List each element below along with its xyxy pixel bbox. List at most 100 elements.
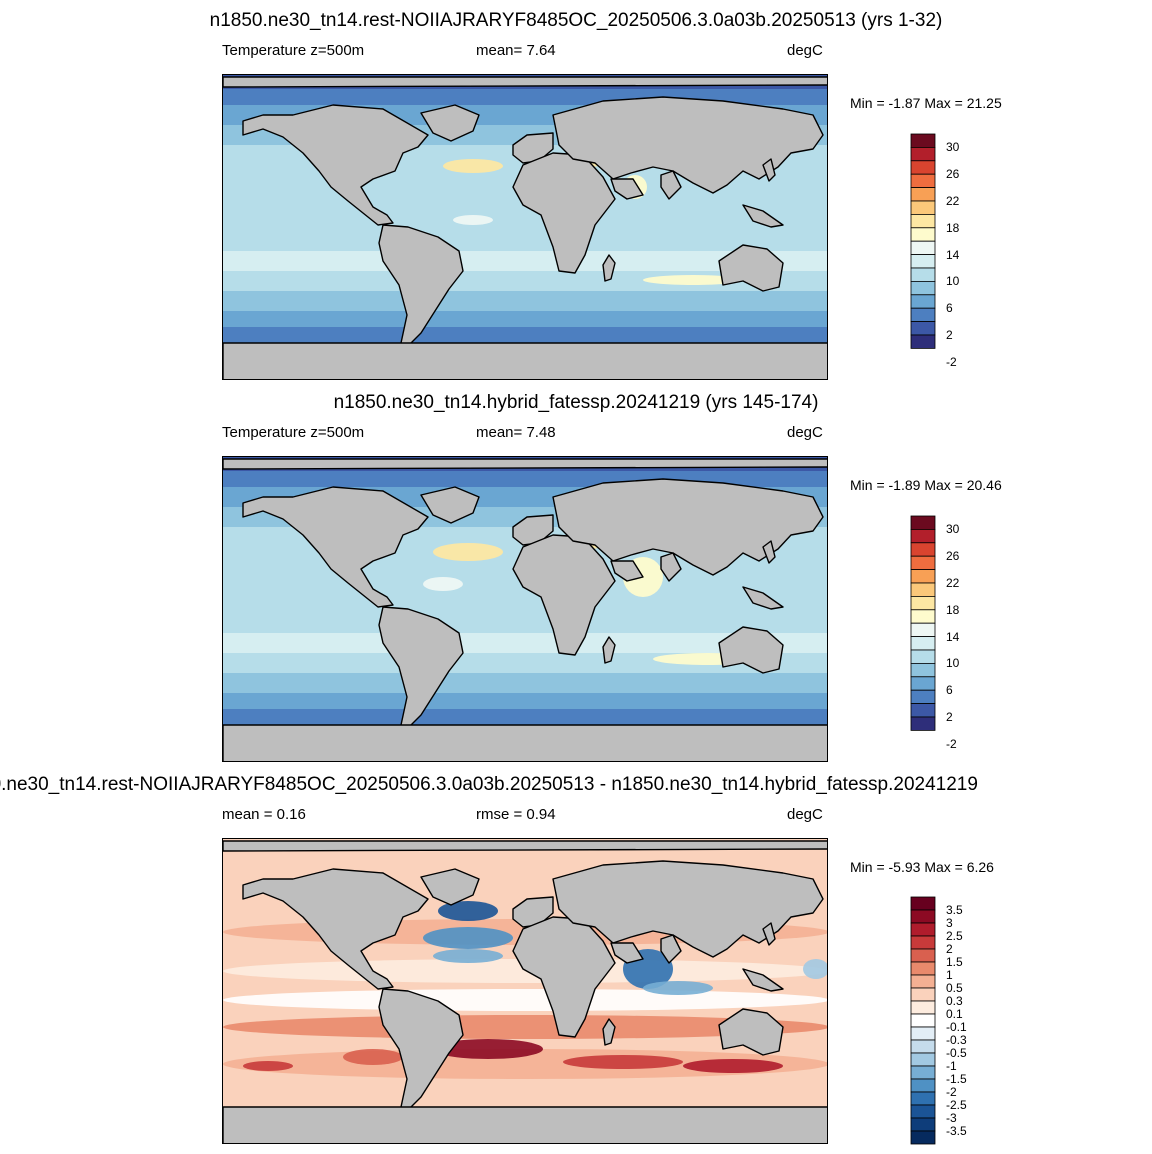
land-mass bbox=[420, 486, 480, 524]
colorbar-box bbox=[910, 1052, 936, 1067]
colorbar-tick-label: 18 bbox=[946, 220, 960, 235]
land-mass bbox=[610, 942, 644, 964]
colorbar-box bbox=[910, 609, 936, 624]
land-mass bbox=[242, 486, 429, 608]
land-mass bbox=[223, 458, 827, 470]
colorbar-box bbox=[910, 582, 936, 597]
colorbar-box bbox=[910, 716, 936, 731]
min-max-label: Min = -1.89 Max = 20.46 bbox=[850, 477, 1002, 493]
colorbar-tick-label: -0.5 bbox=[946, 1046, 967, 1060]
land-mass bbox=[742, 586, 784, 610]
mean-label: mean = 0.16 bbox=[222, 806, 306, 823]
anomaly-patch bbox=[563, 1055, 683, 1069]
colorbar-box bbox=[910, 961, 936, 976]
land-mass bbox=[602, 1018, 616, 1046]
anomaly-patch bbox=[433, 949, 503, 963]
colorbar-box bbox=[910, 676, 936, 691]
anomaly-patch bbox=[223, 989, 827, 1011]
land-mass bbox=[242, 104, 429, 226]
colorbar-tick-label: 30 bbox=[946, 522, 960, 537]
colorbar-box bbox=[910, 542, 936, 557]
land-mass bbox=[552, 478, 824, 576]
temperature-map bbox=[222, 456, 828, 762]
colorbar-box bbox=[910, 974, 936, 989]
land-mass bbox=[378, 224, 464, 348]
colorbar-box bbox=[910, 1091, 936, 1106]
colorbar-box bbox=[910, 987, 936, 1002]
land-mass bbox=[223, 76, 827, 88]
colorbar: 30 26 22 18 14 10 6 2 -2 bbox=[910, 515, 959, 751]
sea-band bbox=[223, 709, 827, 725]
colorbar-box bbox=[910, 214, 936, 229]
warm-patch bbox=[643, 275, 743, 285]
colorbar-tick-label: -3.5 bbox=[946, 1124, 967, 1138]
land-mass bbox=[610, 178, 644, 200]
colorbar-box bbox=[910, 133, 936, 148]
warm-patch bbox=[453, 215, 493, 225]
colorbar-tick-label: 0.1 bbox=[946, 1007, 963, 1021]
sea-band bbox=[223, 327, 827, 343]
colorbar-tick-label: 26 bbox=[946, 549, 960, 564]
colorbar-box bbox=[910, 200, 936, 215]
land-mass bbox=[718, 244, 784, 292]
variable-label: Temperature z=500m bbox=[222, 424, 365, 441]
difference-map bbox=[222, 838, 828, 1144]
colorbar-box bbox=[910, 1000, 936, 1015]
colorbar-tick-label: -0.3 bbox=[946, 1033, 967, 1047]
panel-title: n1850.ne30_tn14.rest-NOIIAJRARYF8485OC_2… bbox=[209, 10, 943, 31]
colorbar-box bbox=[910, 622, 936, 637]
land-mass bbox=[242, 868, 429, 990]
unit-label: degC bbox=[787, 42, 823, 59]
land-mass bbox=[610, 560, 644, 582]
sea-band bbox=[223, 251, 827, 271]
colorbar-box bbox=[910, 1039, 936, 1054]
land-mass bbox=[223, 840, 827, 852]
colorbar-box bbox=[910, 935, 936, 950]
land-mass bbox=[420, 104, 480, 142]
colorbar-tick-label: 1.5 bbox=[946, 955, 963, 969]
colorbar-box bbox=[910, 267, 936, 282]
colorbar-box bbox=[910, 569, 936, 584]
colorbar-box bbox=[910, 160, 936, 175]
colorbar-tick-label: -0.1 bbox=[946, 1020, 967, 1034]
land-mass bbox=[718, 1008, 784, 1056]
anomaly-patch bbox=[803, 959, 827, 979]
colorbar-tick-label: 30 bbox=[946, 140, 960, 155]
land-mass bbox=[742, 968, 784, 992]
colorbar-box bbox=[910, 227, 936, 242]
colorbar-tick-label: 0.5 bbox=[946, 981, 963, 995]
colorbar-tick-label: 3 bbox=[946, 916, 953, 930]
colorbar-tick-label: -2.5 bbox=[946, 1098, 967, 1112]
colorbar-tick-label: -3 bbox=[946, 1111, 957, 1125]
colorbar-tick-label: 6 bbox=[946, 301, 953, 316]
colorbar-box bbox=[910, 254, 936, 269]
sea-band bbox=[223, 311, 827, 327]
colorbar-tick-label: 10 bbox=[946, 274, 960, 289]
colorbar-box bbox=[910, 909, 936, 924]
colorbar-box bbox=[910, 187, 936, 202]
land-mass bbox=[602, 254, 616, 282]
colorbar-box bbox=[910, 555, 936, 571]
colorbar-tick-label: 10 bbox=[946, 656, 960, 671]
colorbar-box bbox=[910, 334, 936, 349]
panel-3-difference: 50.ne30_tn14.rest-NOIIAJRARYF8485OC_2025… bbox=[0, 764, 1152, 1145]
anomaly-patch bbox=[423, 927, 513, 949]
land-mass bbox=[762, 922, 776, 946]
colorbar-tick-label: 22 bbox=[946, 576, 960, 590]
colorbar-box bbox=[910, 649, 936, 664]
land-mass bbox=[762, 158, 776, 182]
land-mass bbox=[223, 1106, 827, 1143]
land-mass bbox=[602, 636, 616, 664]
colorbar-tick-label: 14 bbox=[946, 247, 960, 262]
colorbar-tick-label: 26 bbox=[946, 167, 960, 182]
land-mass bbox=[762, 540, 776, 564]
colorbar-tick-label: 22 bbox=[946, 194, 960, 208]
colorbar-box bbox=[910, 1130, 936, 1145]
mean-label: mean= 7.64 bbox=[476, 42, 556, 59]
colorbar-tick-label: 1 bbox=[946, 968, 953, 982]
land-mass bbox=[660, 552, 682, 582]
land-mass bbox=[420, 868, 480, 906]
unit-label: degC bbox=[787, 806, 823, 823]
colorbar-box bbox=[910, 662, 936, 678]
colorbar-box bbox=[910, 240, 936, 255]
